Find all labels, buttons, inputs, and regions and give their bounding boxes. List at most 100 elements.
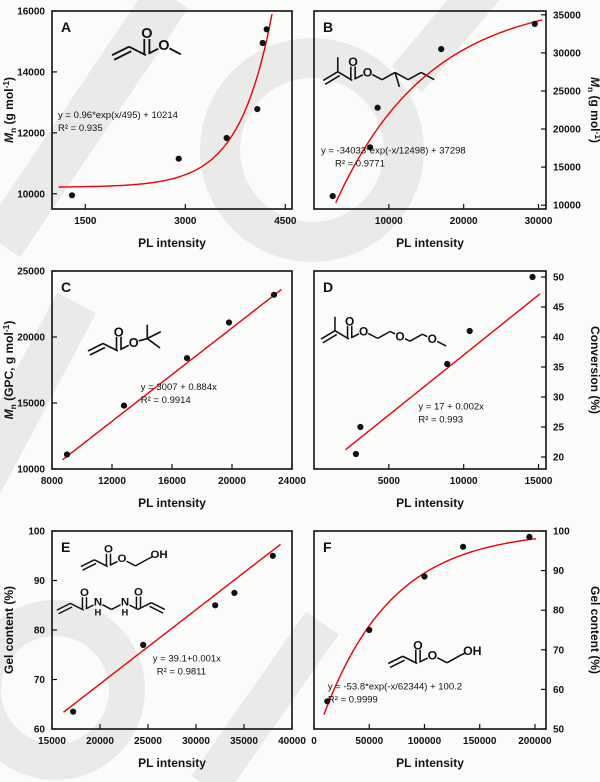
x-tick-label: 1500 (74, 216, 97, 227)
x-tick-label: 15000 (525, 476, 553, 487)
x-tick-label: 200000 (518, 736, 552, 747)
plot-frame (51, 530, 293, 730)
x-axis-title: PL intensity (138, 236, 206, 250)
bond (322, 333, 338, 344)
bond (409, 333, 423, 342)
bond (126, 560, 136, 567)
data-point (269, 552, 276, 559)
structure-2-hydroxyethyl-acrylate: OO OH (80, 544, 168, 571)
bond (402, 655, 418, 665)
bond (322, 70, 339, 82)
bond (387, 655, 404, 665)
data-point (324, 698, 331, 705)
bond (371, 73, 383, 81)
r-squared: R² = 0.935 (58, 123, 103, 134)
bond (111, 604, 121, 611)
x-tick-label: 4500 (274, 216, 297, 227)
x-tick-label: 30000 (182, 736, 210, 747)
fit-equation: y = 17 + 0.002x (418, 402, 484, 413)
plot-frame (313, 10, 547, 210)
data-point (531, 20, 538, 27)
atom-label: O (129, 335, 139, 350)
bond (389, 330, 396, 335)
r-squared: R² = 0.9771 (335, 159, 385, 170)
fit-equation: y = -34033*exp(-x/12498) + 37298 (321, 146, 466, 157)
y-axis-title: Mn (GPC, g mol-1) (1, 321, 18, 420)
fit-equation: y = 3007 + 0.884x (141, 382, 217, 393)
r-squared: R² = 0.9999 (328, 694, 378, 705)
data-point (329, 193, 336, 200)
data-point (70, 708, 77, 715)
y-tick-label: 10000 (553, 201, 581, 212)
atom-label: O (413, 638, 423, 652)
data-point (259, 39, 266, 47)
bond (146, 337, 161, 349)
data-point (374, 104, 381, 111)
atom-label: O (395, 329, 404, 343)
structure-tert-butyl-acrylate: OO (87, 324, 162, 356)
x-axis-title: PL intensity (396, 236, 464, 250)
fit-equation: y = 0.96*exp(x/495) + 10214 (58, 110, 178, 121)
y-tick-label: 50 (553, 273, 565, 284)
data-point (526, 533, 533, 540)
y-tick-label: 25000 (553, 86, 581, 97)
data-point (120, 402, 128, 409)
bond (350, 333, 360, 339)
data-point (175, 155, 182, 162)
bond (102, 342, 119, 352)
data-point (140, 641, 147, 648)
atom-label: O (118, 553, 127, 565)
structure-diethylene-glycol-methyl-ether-methacrylate: OO O O (320, 315, 447, 347)
bond (394, 72, 401, 88)
bond (148, 47, 159, 55)
y-tick-label: 15000 (553, 163, 581, 174)
data-point (438, 46, 445, 53)
plot-frame (51, 10, 293, 210)
bond (80, 559, 95, 568)
fit-curve-C (62, 288, 282, 461)
x-tick-label: 50000 (355, 736, 383, 747)
bond (56, 602, 71, 611)
y-tick-label: 90 (553, 566, 565, 577)
bond (128, 45, 147, 57)
x-tick-label: 8000 (41, 476, 64, 487)
bond (446, 654, 461, 664)
atom-label: OH (150, 549, 167, 561)
x-tick-label: 10000 (450, 476, 478, 487)
y-tick-label: 14000 (17, 67, 45, 78)
y-tick-label: 20000 (553, 125, 581, 136)
bond (113, 50, 132, 61)
fit-curve-E (63, 543, 281, 713)
data-point (254, 106, 261, 113)
bond (419, 657, 429, 663)
y-axis-title: Mn (g mol-1) (586, 77, 600, 143)
atom-label: O (80, 587, 89, 599)
data-point (183, 355, 191, 362)
bond (404, 337, 411, 342)
y-tick-label: 10000 (17, 465, 45, 476)
x-tick-label: 0 (311, 736, 317, 747)
x-tick-label: 20000 (450, 216, 478, 227)
y-tick-label: 45 (553, 303, 565, 314)
data-point (421, 573, 428, 580)
fit-curve-B (335, 19, 543, 204)
data-point (68, 192, 76, 199)
bond (436, 656, 448, 664)
bond (394, 71, 409, 81)
r-squared: R² = 0.9811 (157, 667, 206, 678)
watermark-ring (0, 600, 145, 780)
panel-chart-C: OO 8000 12000 16000 20000 24000 10000 15000 2000… (1, 267, 306, 511)
x-tick-label: 25000 (134, 736, 162, 747)
watermark-stripe (391, 0, 519, 93)
bond (135, 558, 148, 567)
x-tick-label: 3000 (174, 216, 197, 227)
y-tick-label: 20 (553, 453, 565, 464)
data-point (63, 451, 71, 458)
fit-equation: y = -53.8*exp(-x/62344) + 100.2 (328, 681, 462, 692)
atom-label: O (359, 324, 368, 338)
bond (459, 652, 466, 657)
data-point (231, 589, 238, 596)
atom-label: H (95, 607, 102, 618)
bond (324, 74, 341, 85)
